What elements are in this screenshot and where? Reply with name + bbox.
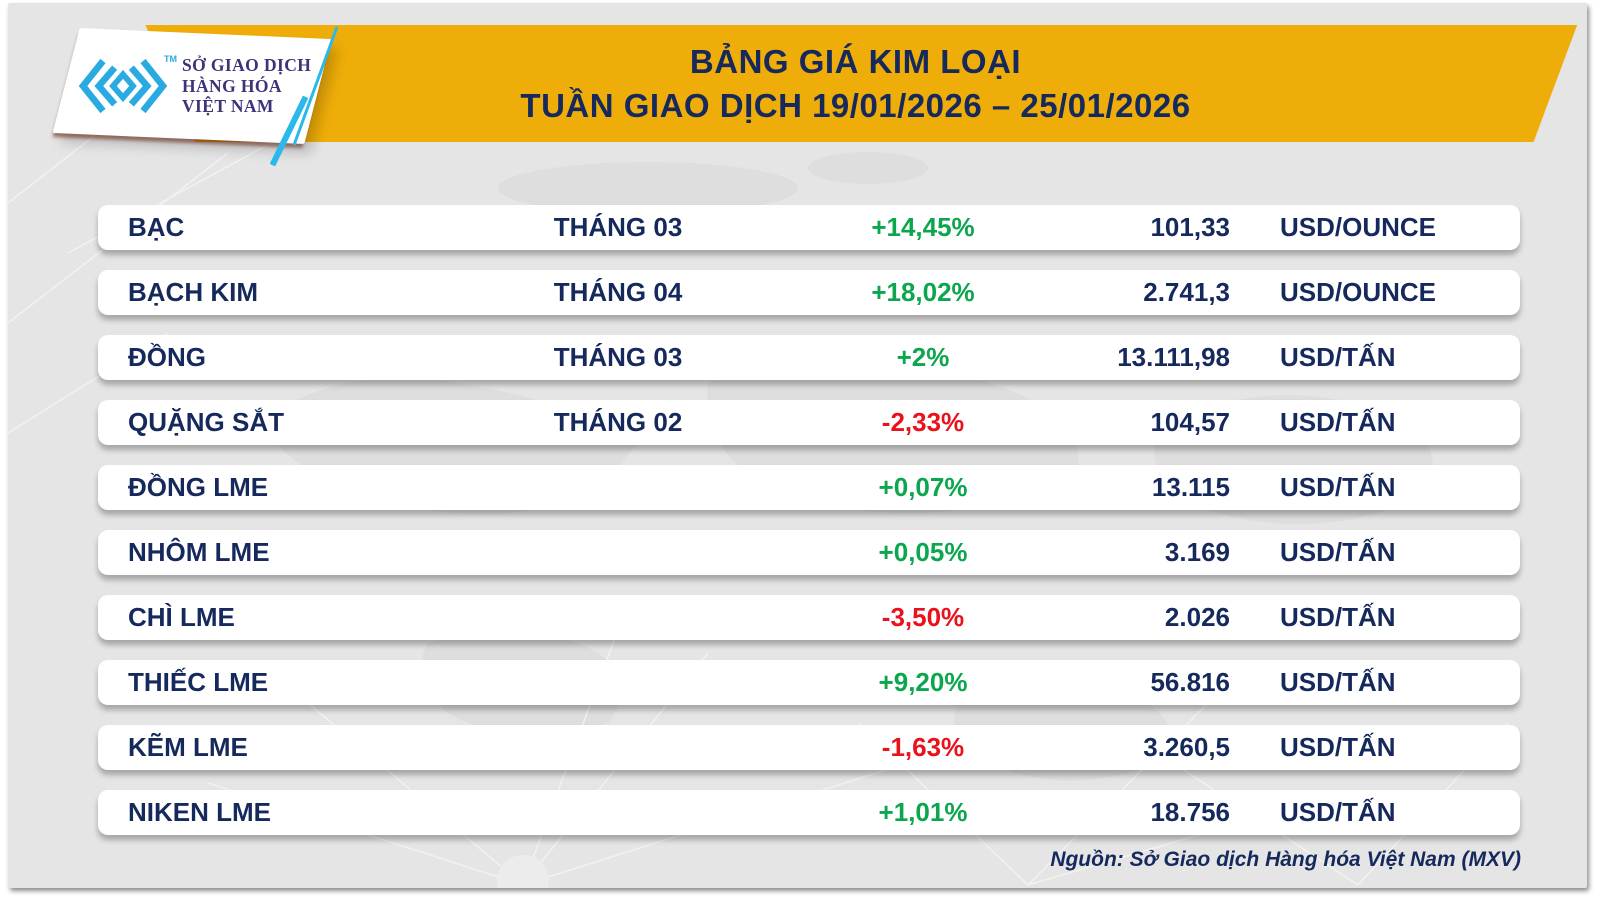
price-unit: USD/TẤN — [1280, 732, 1396, 762]
mxv-logo-wordmark: SỞ GIAO DỊCH HÀNG HÓA VIỆT NAM — [182, 55, 311, 116]
logo-line-1: SỞ GIAO DỊCH — [181, 55, 312, 76]
price-unit: USD/TẤN — [1280, 342, 1396, 372]
title-banner: BẢNG GIÁ KIM LOẠI TUẦN GIAO DỊCH 19/01/2… — [145, 25, 1578, 142]
price-unit: USD/TẤN — [1280, 407, 1396, 437]
price-value: 3.169 — [1164, 537, 1230, 567]
contract-month: THÁNG 03 — [553, 342, 683, 372]
price-value: 104,57 — [1150, 407, 1230, 437]
price-unit: USD/TẤN — [1280, 537, 1396, 567]
logo-line-2: HÀNG HÓA — [181, 75, 282, 96]
contract-month: THÁNG 04 — [553, 277, 683, 307]
table-row: NIKEN LME +1,01% 18.756 USD/TẤN — [98, 790, 1520, 835]
change-value: -3,50% — [881, 602, 965, 632]
price-unit: USD/OUNCE — [1280, 212, 1437, 242]
commodity-name: THIẾC LME — [128, 667, 269, 697]
price-value: 13.115 — [1151, 472, 1230, 502]
contract-month: THÁNG 03 — [553, 212, 683, 242]
change-value: +2% — [896, 342, 950, 372]
contract-month: THÁNG 02 — [553, 407, 683, 437]
board-title: BẢNG GIÁ KIM LOẠI — [689, 42, 1022, 80]
commodity-name: CHÌ LME — [128, 602, 235, 632]
trademark-symbol: TM — [163, 53, 177, 64]
table-row: ĐỒNG LME +0,07% 13.115 USD/TẤN — [98, 465, 1520, 510]
price-table: BẠC THÁNG 03 +14,45% 101,33 USD/OUNCE BẠ… — [98, 205, 1520, 855]
change-value: -2,33% — [881, 407, 965, 437]
table-row: BẠCH KIM THÁNG 04 +18,02% 2.741,3 USD/OU… — [98, 270, 1520, 315]
board-subtitle-week: TUẦN GIAO DỊCH 19/01/2026 – 25/01/2026 — [520, 86, 1191, 124]
mxv-logo-icon: TM — [73, 52, 177, 120]
price-value: 56.816 — [1150, 667, 1230, 697]
change-value: +0,07% — [878, 472, 968, 502]
price-value: 2.741,3 — [1143, 277, 1230, 307]
table-row: QUẶNG SẮT THÁNG 02 -2,33% 104,57 USD/TẤN — [98, 400, 1520, 445]
price-unit: USD/OUNCE — [1280, 277, 1437, 307]
price-unit: USD/TẤN — [1280, 667, 1396, 697]
price-value: 2.026 — [1164, 602, 1230, 632]
commodity-name: QUẶNG SẮT — [128, 407, 284, 437]
table-row: KẼM LME -1,63% 3.260,5 USD/TẤN — [98, 725, 1520, 770]
change-value: +1,01% — [878, 797, 968, 827]
price-value: 3.260,5 — [1143, 732, 1230, 762]
price-unit: USD/TẤN — [1280, 797, 1396, 827]
commodity-name: ĐỒNG — [128, 342, 206, 372]
commodity-name: NHÔM LME — [128, 537, 270, 567]
price-value: 13.111,98 — [1117, 342, 1230, 372]
table-row: NHÔM LME +0,05% 3.169 USD/TẤN — [98, 530, 1520, 575]
source-attribution: Nguồn: Sở Giao dịch Hàng hóa Việt Nam (M… — [1050, 848, 1521, 871]
price-board-card: BẢNG GIÁ KIM LOẠI TUẦN GIAO DỊCH 19/01/2… — [8, 3, 1587, 888]
price-unit: USD/TẤN — [1280, 472, 1396, 502]
table-row: THIẾC LME +9,20% 56.816 USD/TẤN — [98, 660, 1520, 705]
logo-line-3: VIỆT NAM — [181, 96, 274, 117]
change-value: +9,20% — [878, 667, 968, 697]
commodity-name: BẠC — [128, 212, 185, 242]
price-unit: USD/TẤN — [1280, 602, 1396, 632]
table-row: ĐỒNG THÁNG 03 +2% 13.111,98 USD/TẤN — [98, 335, 1520, 380]
commodity-name: KẼM LME — [128, 732, 248, 762]
price-value: 18.756 — [1150, 797, 1230, 827]
table-row: BẠC THÁNG 03 +14,45% 101,33 USD/OUNCE — [98, 205, 1520, 250]
table-row: CHÌ LME -3,50% 2.026 USD/TẤN — [98, 595, 1520, 640]
commodity-name: BẠCH KIM — [128, 277, 258, 307]
price-value: 101,33 — [1150, 212, 1230, 242]
change-value: +0,05% — [878, 537, 968, 567]
change-value: +14,45% — [871, 212, 975, 242]
change-value: -1,63% — [881, 732, 965, 762]
commodity-name: NIKEN LME — [128, 797, 271, 827]
change-value: +18,02% — [871, 277, 975, 307]
commodity-name: ĐỒNG LME — [128, 472, 269, 502]
